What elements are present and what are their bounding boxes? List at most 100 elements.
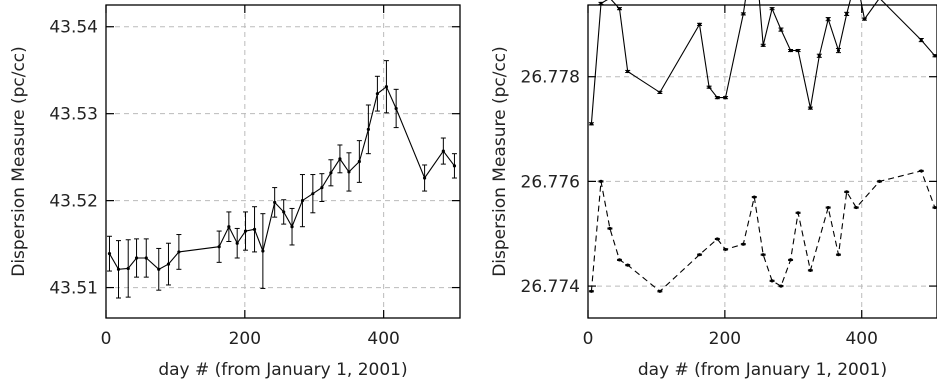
data-point bbox=[788, 258, 793, 262]
data-point bbox=[300, 199, 305, 203]
data-point bbox=[452, 164, 457, 168]
x-tick-label: 0 bbox=[583, 329, 594, 349]
data-point bbox=[658, 289, 662, 293]
data-point bbox=[357, 159, 361, 164]
data-point bbox=[836, 48, 841, 53]
data-point bbox=[919, 38, 923, 42]
data-point bbox=[366, 127, 370, 131]
data-point bbox=[826, 205, 830, 210]
plot-frame bbox=[587, 4, 937, 319]
data-point bbox=[808, 106, 813, 110]
data-point bbox=[338, 157, 342, 161]
data-point bbox=[375, 92, 379, 96]
data-point bbox=[441, 149, 445, 153]
y-tick-label: 26.776 bbox=[521, 172, 580, 192]
data-point bbox=[329, 171, 333, 175]
data-point bbox=[826, 17, 830, 21]
data-point bbox=[290, 225, 294, 229]
y-tick-label: 26.774 bbox=[521, 277, 580, 297]
data-point bbox=[862, 17, 867, 21]
series-line-1 bbox=[590, 170, 936, 293]
data-point bbox=[707, 85, 711, 89]
data-point bbox=[166, 262, 171, 266]
data-point bbox=[599, 1, 603, 6]
data-point bbox=[384, 85, 389, 89]
data-point bbox=[741, 12, 745, 16]
data-point bbox=[599, 179, 603, 183]
data-point bbox=[252, 227, 257, 231]
series-line-0 bbox=[590, 0, 936, 124]
data-point bbox=[788, 48, 793, 53]
y-tick-label: 26.778 bbox=[521, 68, 580, 88]
data-point bbox=[779, 28, 783, 32]
data-point bbox=[933, 54, 937, 58]
x-axis-label: day # (from January 1, 2001) bbox=[638, 360, 887, 380]
data-point bbox=[608, 226, 612, 231]
right-panel: 0 200 400 26.774 26.776 26.778 day # (from Jan… bbox=[490, 0, 937, 380]
data-point bbox=[423, 176, 427, 180]
data-point bbox=[817, 54, 821, 58]
data-point bbox=[394, 106, 398, 111]
x-tick-label: 200 bbox=[229, 329, 261, 349]
data-point bbox=[134, 256, 139, 260]
data-point bbox=[273, 200, 277, 204]
plot-frame bbox=[105, 4, 461, 319]
data-point bbox=[761, 43, 765, 47]
data-point bbox=[261, 249, 265, 253]
data-point bbox=[217, 245, 221, 249]
data-point bbox=[808, 268, 813, 272]
data-point bbox=[845, 190, 849, 194]
data-point bbox=[741, 242, 745, 246]
y-tick-label: 43.52 bbox=[49, 192, 98, 212]
data-point bbox=[715, 237, 719, 241]
data-point bbox=[320, 185, 324, 190]
data-point bbox=[779, 284, 783, 288]
x-tick-label: 200 bbox=[709, 329, 741, 349]
data-point bbox=[723, 247, 728, 252]
data-point bbox=[626, 263, 630, 267]
data-point bbox=[752, 195, 756, 199]
data-point bbox=[144, 256, 148, 260]
data-point bbox=[282, 210, 286, 214]
data-point bbox=[697, 22, 702, 26]
data-point bbox=[617, 7, 622, 11]
data-point bbox=[157, 267, 161, 271]
data-point bbox=[589, 289, 594, 293]
data-point bbox=[589, 122, 594, 126]
y-axis-label: Dispersion Measure (pc/cc) bbox=[490, 46, 510, 277]
x-axis-label: day # (from January 1, 2001) bbox=[158, 360, 407, 380]
data-point bbox=[311, 192, 315, 196]
data-point bbox=[107, 252, 112, 256]
data-point bbox=[243, 229, 248, 233]
data-point bbox=[347, 170, 351, 174]
data-point bbox=[933, 205, 937, 210]
data-point bbox=[836, 253, 841, 257]
data-point bbox=[877, 179, 882, 183]
y-tick-label: 43.54 bbox=[49, 18, 98, 38]
data-point bbox=[796, 48, 800, 53]
x-tick-label: 0 bbox=[101, 329, 112, 349]
data-point bbox=[723, 96, 728, 100]
data-point bbox=[617, 258, 622, 262]
data-point bbox=[761, 253, 765, 257]
data-point bbox=[919, 169, 923, 173]
data-point bbox=[626, 69, 630, 74]
x-tick-label: 400 bbox=[367, 329, 399, 349]
data-point bbox=[177, 250, 181, 254]
data-point bbox=[697, 253, 702, 257]
data-point bbox=[235, 241, 239, 245]
y-tick-label: 43.53 bbox=[49, 105, 98, 125]
x-tick-label: 400 bbox=[845, 329, 877, 349]
data-point bbox=[116, 267, 121, 271]
y-tick-label: 43.51 bbox=[49, 279, 98, 299]
data-point bbox=[770, 7, 774, 11]
left-panel: 0 200 400 43.51 43.52 43.53 43.54 day # (from J… bbox=[9, 4, 461, 380]
data-point bbox=[227, 225, 231, 229]
data-point bbox=[845, 12, 849, 16]
y-axis-label: Dispersion Measure (pc/cc) bbox=[9, 46, 29, 277]
data-point bbox=[715, 96, 719, 100]
data-point bbox=[796, 211, 800, 215]
data-point bbox=[126, 266, 130, 271]
data-point bbox=[770, 279, 774, 283]
